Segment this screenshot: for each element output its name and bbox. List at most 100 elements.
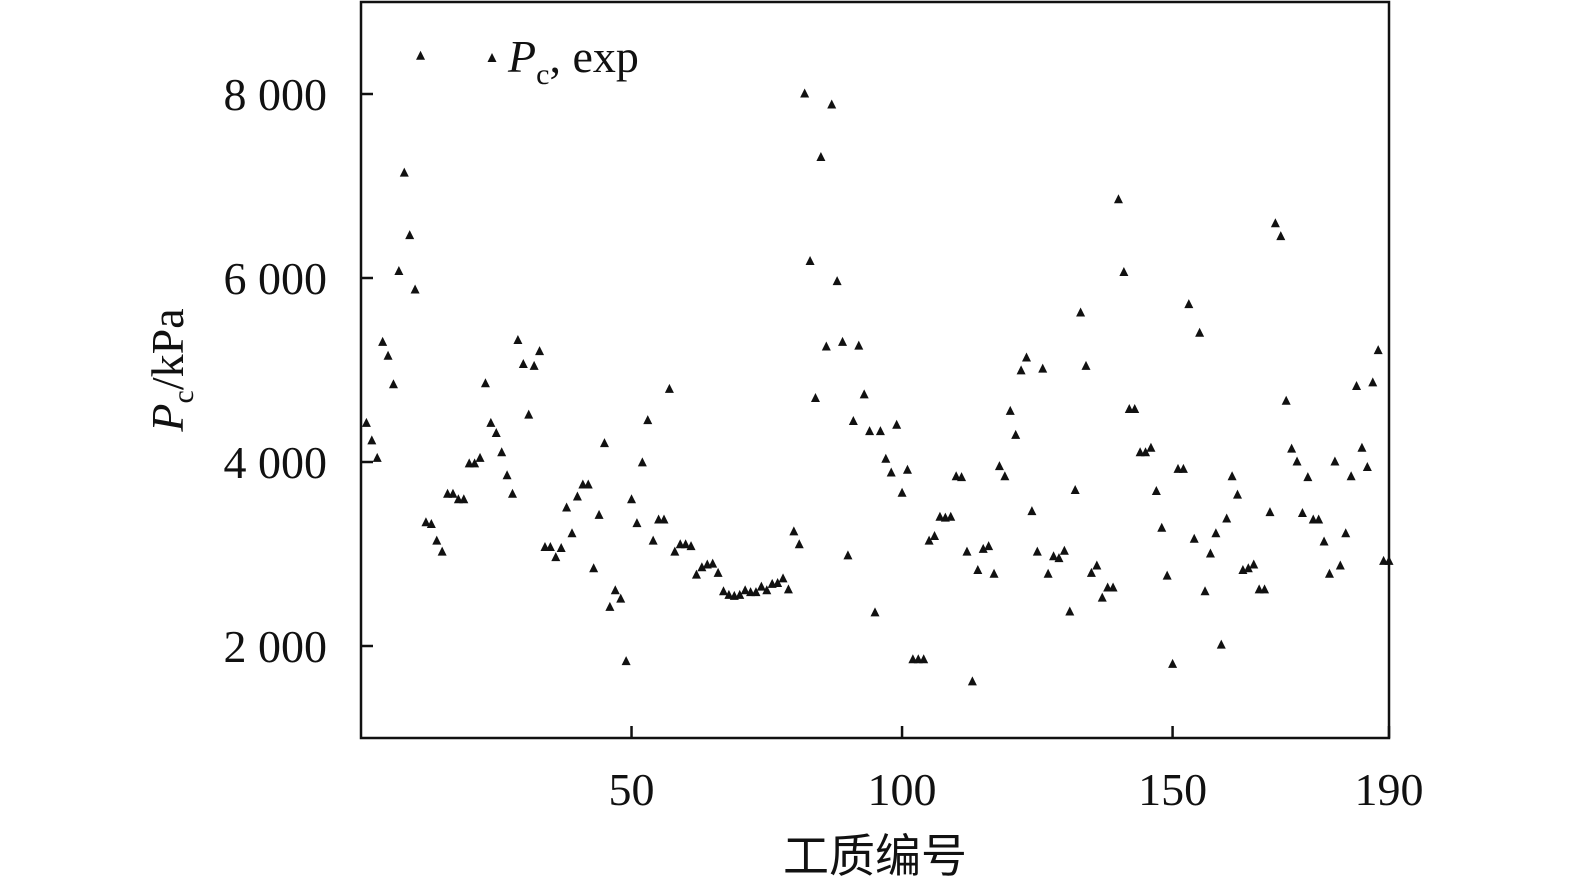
data-point [751, 587, 761, 597]
data-point [1016, 365, 1026, 375]
data-point [870, 607, 880, 617]
data-point [556, 542, 566, 552]
data-point [399, 167, 409, 177]
data-points [361, 50, 1394, 686]
data-point [821, 341, 831, 351]
data-point [632, 518, 642, 528]
data-point [1260, 584, 1270, 594]
legend-label: Pc, exp [507, 31, 639, 91]
y-tick-label: 6 000 [224, 253, 328, 304]
data-point [691, 569, 701, 579]
data-point [1227, 471, 1237, 481]
data-point [1076, 307, 1086, 317]
data-point [924, 535, 934, 545]
legend: Pc, exp [487, 31, 639, 91]
data-point [637, 457, 647, 467]
data-point [951, 471, 961, 481]
data-point [502, 470, 512, 480]
data-point [1011, 429, 1021, 439]
data-point [1032, 546, 1042, 556]
data-point [1352, 381, 1362, 391]
data-point [1189, 533, 1199, 543]
data-point [697, 562, 707, 572]
data-point [1324, 568, 1334, 578]
data-point [388, 379, 398, 389]
data-point [1319, 536, 1329, 546]
data-point [1157, 522, 1167, 532]
data-point [405, 230, 415, 240]
data-point [756, 581, 766, 591]
x-axis-title: 工质编号 [783, 831, 967, 882]
data-point [1059, 545, 1069, 555]
data-point [794, 539, 804, 549]
data-point [367, 435, 377, 445]
x-tick-label: 100 [868, 764, 937, 815]
data-point [551, 552, 561, 562]
data-point [984, 541, 994, 551]
data-point [372, 452, 382, 462]
data-point [989, 568, 999, 578]
y-tick-label: 8 000 [224, 69, 328, 120]
data-point [827, 99, 837, 109]
data-point [1021, 352, 1031, 362]
data-point [719, 586, 729, 596]
data-point [545, 542, 555, 552]
data-point [491, 427, 501, 437]
data-point [1054, 553, 1064, 563]
plot-frame [359, 0, 1391, 740]
y-tick-label: 2 000 [224, 621, 328, 672]
data-point [432, 535, 442, 545]
data-point [572, 491, 582, 501]
data-point [1070, 485, 1080, 495]
data-point [1108, 582, 1118, 592]
data-point [994, 461, 1004, 471]
data-point [1297, 508, 1307, 518]
data-point [881, 453, 891, 463]
data-point [470, 458, 480, 468]
data-point [1151, 485, 1161, 495]
data-point [437, 546, 447, 556]
data-point [1168, 658, 1178, 668]
data-point [1178, 463, 1188, 473]
data-point [1346, 471, 1356, 481]
x-tick-label: 190 [1355, 764, 1424, 815]
data-point [854, 340, 864, 350]
data-point [486, 417, 496, 427]
data-point [616, 593, 626, 603]
data-point [361, 417, 371, 427]
data-point [1043, 568, 1053, 578]
data-point [892, 419, 902, 429]
data-point [421, 517, 431, 527]
data-point [978, 543, 988, 553]
data-point [670, 546, 680, 556]
data-point [605, 601, 615, 611]
data-point [1281, 395, 1291, 405]
data-point [1097, 592, 1107, 602]
y-axis-title: Pc/kPa [142, 308, 200, 432]
data-point [378, 336, 388, 346]
data-point [1216, 639, 1226, 649]
data-point [426, 519, 436, 529]
data-point [930, 531, 940, 541]
data-point [1005, 405, 1015, 415]
data-point [805, 255, 815, 265]
data-point [843, 550, 853, 560]
data-point [1368, 377, 1378, 387]
data-point [865, 426, 875, 436]
data-point [518, 358, 528, 368]
data-point [800, 88, 810, 98]
data-point [627, 494, 637, 504]
data-point [1287, 443, 1297, 453]
data-point [1362, 462, 1372, 472]
data-point [1130, 404, 1140, 414]
data-point [810, 393, 820, 403]
data-point [659, 514, 669, 524]
data-point [1222, 513, 1232, 523]
data-point [740, 585, 750, 595]
data-point [1195, 327, 1205, 337]
data-point [410, 284, 420, 294]
data-point [681, 539, 691, 549]
data-point [497, 447, 507, 457]
data-point [735, 589, 745, 599]
